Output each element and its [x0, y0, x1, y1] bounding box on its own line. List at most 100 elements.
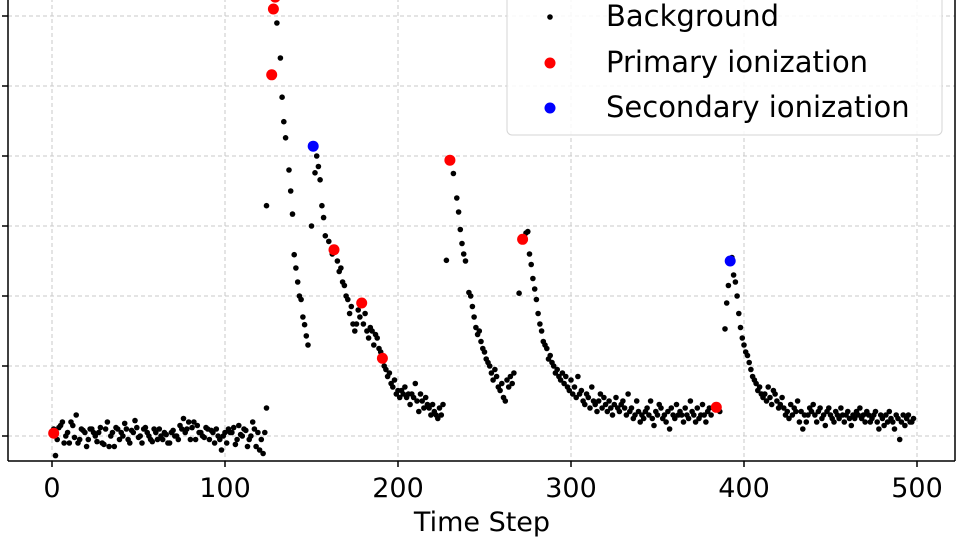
background-point	[260, 450, 266, 457]
background-point	[114, 426, 121, 432]
background-point	[573, 394, 579, 401]
background-point	[793, 408, 799, 415]
background-point	[305, 342, 311, 348]
background-point	[526, 251, 533, 257]
legend-marker-background	[547, 14, 553, 20]
background-point	[601, 394, 607, 401]
background-point	[279, 94, 285, 100]
background-point	[481, 349, 488, 355]
background-point	[609, 412, 616, 418]
background-point	[287, 188, 294, 194]
background-point	[73, 412, 79, 418]
background-point	[800, 426, 806, 432]
primary-ionization-point	[270, 0, 280, 3]
background-point	[412, 380, 419, 387]
background-point	[597, 391, 604, 397]
background-point	[455, 209, 462, 215]
background-point	[606, 398, 612, 404]
background-point	[230, 424, 237, 431]
background-point	[732, 279, 739, 285]
background-point	[661, 412, 668, 418]
primary-ionization-point	[517, 233, 529, 245]
background-point	[582, 401, 588, 408]
background-point	[663, 419, 669, 425]
background-point	[568, 377, 574, 383]
background-point	[353, 321, 360, 327]
background-point	[805, 412, 811, 418]
background-point	[860, 412, 867, 418]
background-point	[789, 412, 796, 418]
background-point	[210, 429, 216, 436]
background-point	[595, 398, 602, 404]
background-point	[784, 408, 791, 415]
background-point	[865, 412, 872, 418]
background-point	[637, 419, 643, 425]
background-point	[341, 282, 348, 289]
background-point	[315, 163, 322, 170]
background-point	[666, 426, 673, 432]
background-point	[249, 419, 256, 425]
background-point	[587, 405, 593, 411]
background-point	[896, 436, 903, 443]
background-point	[566, 387, 573, 394]
background-point	[544, 345, 550, 352]
background-point	[127, 440, 133, 446]
background-point	[66, 440, 73, 446]
background-point	[554, 366, 560, 373]
background-point	[575, 373, 581, 380]
background-point	[185, 419, 192, 425]
background-point	[616, 408, 623, 415]
background-point	[256, 447, 263, 453]
background-point	[194, 422, 201, 429]
background-point	[71, 434, 78, 441]
background-point	[673, 401, 680, 408]
background-point	[294, 279, 301, 285]
primary-ionization-point	[267, 3, 279, 15]
background-point	[692, 419, 699, 425]
background-point	[886, 408, 893, 415]
background-point	[592, 401, 598, 408]
background-point	[300, 314, 306, 320]
background-point	[589, 384, 595, 390]
background-point	[364, 328, 370, 334]
background-point	[258, 436, 265, 443]
background-point	[528, 261, 534, 268]
background-point	[153, 429, 159, 436]
background-point	[206, 436, 213, 443]
background-point	[765, 384, 771, 390]
background-point	[862, 419, 868, 425]
background-point	[111, 443, 118, 450]
background-point	[402, 384, 408, 390]
background-point	[516, 290, 522, 297]
background-point	[817, 405, 823, 411]
background-point	[756, 384, 763, 390]
background-point	[644, 405, 650, 411]
data-points	[48, 0, 917, 459]
background-point	[640, 415, 647, 422]
background-point	[390, 384, 396, 390]
background-point	[473, 324, 479, 331]
axes	[7, 0, 956, 462]
background-point	[134, 424, 140, 431]
background-point	[263, 405, 270, 411]
primary-ionization-point	[266, 69, 278, 81]
background-point	[884, 419, 891, 425]
background-point	[798, 408, 804, 415]
background-point	[846, 415, 853, 422]
background-point	[374, 335, 381, 341]
background-point	[848, 422, 855, 429]
background-point	[736, 310, 742, 317]
background-point	[478, 338, 484, 345]
background-point	[121, 420, 128, 427]
background-point	[813, 419, 820, 425]
background-point	[180, 415, 187, 422]
background-point	[426, 405, 432, 411]
primary-ionization-point	[328, 244, 340, 256]
background-point	[796, 419, 803, 425]
background-point	[599, 405, 605, 411]
background-point	[810, 401, 816, 408]
background-point	[857, 405, 863, 411]
background-point	[625, 391, 631, 397]
background-point	[808, 408, 815, 415]
